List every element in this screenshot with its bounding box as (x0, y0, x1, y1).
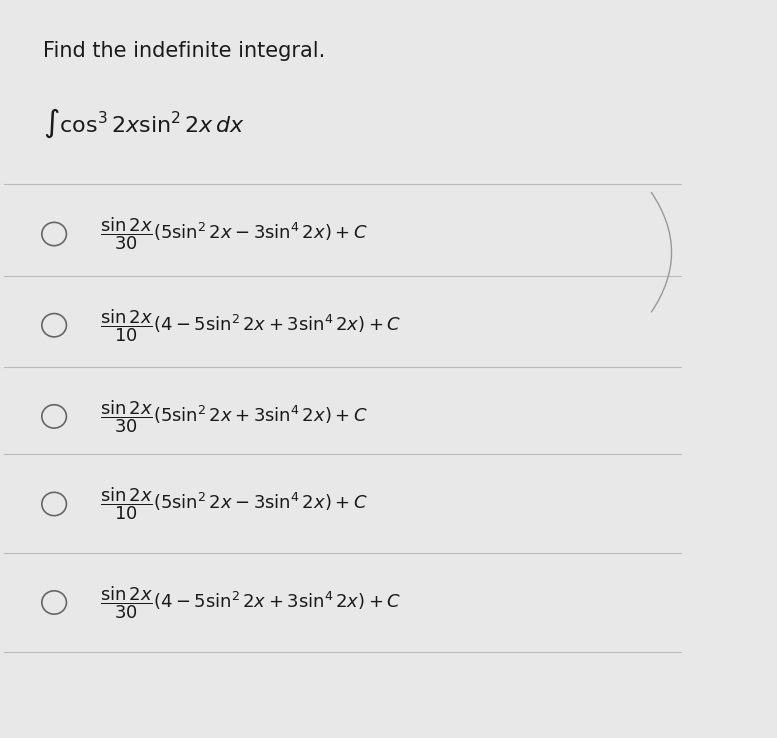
Text: $\dfrac{\sin 2x}{30}\left(4 - 5\sin^2 2x + 3\sin^4 2x\right) + C$: $\dfrac{\sin 2x}{30}\left(4 - 5\sin^2 2x… (100, 584, 402, 621)
Text: $\dfrac{\sin 2x}{30}\left(5\sin^2 2x + 3\sin^4 2x\right) + C$: $\dfrac{\sin 2x}{30}\left(5\sin^2 2x + 3… (100, 398, 368, 435)
Text: $\dfrac{\sin 2x}{30}\left(5\sin^2 2x - 3\sin^4 2x\right) + C$: $\dfrac{\sin 2x}{30}\left(5\sin^2 2x - 3… (100, 215, 368, 252)
Text: $\dfrac{\sin 2x}{10}\left(4 - 5\sin^2 2x + 3\sin^4 2x\right) + C$: $\dfrac{\sin 2x}{10}\left(4 - 5\sin^2 2x… (100, 307, 402, 344)
Text: Find the indefinite integral.: Find the indefinite integral. (43, 41, 325, 61)
Text: $\dfrac{\sin 2x}{10}\left(5\sin^2 2x - 3\sin^4 2x\right) + C$: $\dfrac{\sin 2x}{10}\left(5\sin^2 2x - 3… (100, 486, 368, 523)
Text: $\int \cos^3 2x \sin^2 2x\, dx$: $\int \cos^3 2x \sin^2 2x\, dx$ (43, 106, 245, 139)
